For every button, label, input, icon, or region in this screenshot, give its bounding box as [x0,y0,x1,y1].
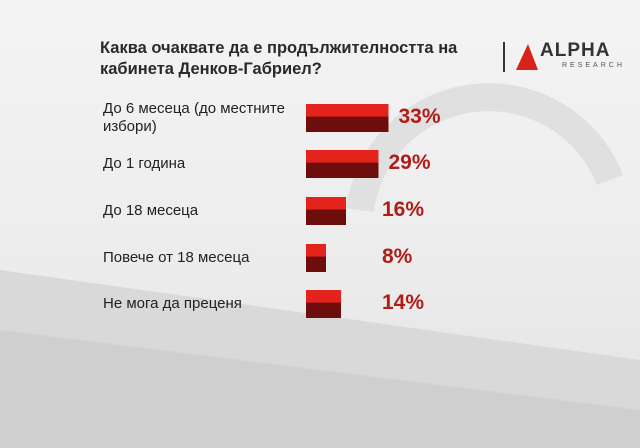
logo-name: ALPHA [540,40,611,61]
category-label: Не мога да преценя [103,295,242,312]
category-label: Повече от 18 месеца [103,249,250,266]
bar [306,197,346,225]
category-label: До 18 месеца [103,202,199,219]
bar-top [306,244,326,257]
bar [306,104,389,132]
value-label: 16% [382,198,425,221]
backdrop-shape [0,330,640,448]
logo-subtitle: RESEARCH [562,62,625,69]
value-label: 14% [382,291,425,314]
category-label: До 6 месеца (до местните избори) [103,100,285,135]
bar [306,150,379,178]
bar-top [306,104,389,117]
value-label: 8% [382,245,413,268]
logo: ALPHA RESEARCH [512,40,625,69]
value-label: 33% [398,105,441,128]
bar-top [306,197,346,210]
logo-mark [516,44,538,70]
bar-top [306,290,341,303]
bar [306,290,341,318]
bar [306,244,326,272]
category-label: До 1 година [103,155,186,172]
chart-title: Каква очаквате да е продължителността на… [100,39,458,78]
bar-top [306,150,379,163]
value-label: 29% [388,151,431,174]
